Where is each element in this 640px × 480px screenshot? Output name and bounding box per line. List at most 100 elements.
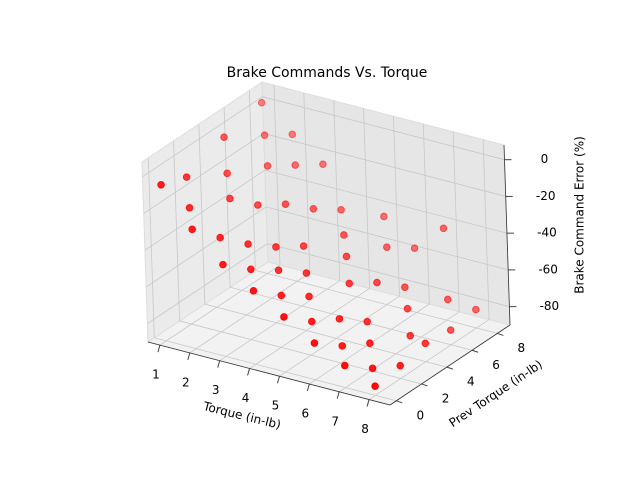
- grid-line: [144, 169, 266, 251]
- point: [383, 243, 391, 251]
- point: [371, 382, 379, 390]
- point: [226, 194, 234, 203]
- grid-line: [248, 90, 256, 271]
- grid-line: [264, 169, 508, 234]
- x-tick-label: 8: [361, 422, 369, 436]
- grid-line: [263, 133, 506, 197]
- z-tick-label: -40: [537, 226, 557, 240]
- z-tick-label: -20: [536, 189, 556, 203]
- grid-line: [333, 100, 341, 281]
- z-tick-label: -80: [540, 299, 560, 313]
- z-tick-label: 0: [541, 152, 549, 166]
- tick-mark: [306, 383, 310, 392]
- tick-mark: [276, 376, 280, 384]
- point: [254, 201, 262, 209]
- point: [345, 279, 354, 288]
- grid-line: [255, 270, 498, 334]
- point: [410, 244, 419, 252]
- y-tick-label: 0: [416, 408, 424, 422]
- point: [281, 200, 290, 208]
- point: [291, 161, 300, 169]
- point: [263, 162, 272, 170]
- point: [338, 342, 347, 350]
- point: [309, 204, 318, 213]
- grid-line: [230, 286, 473, 351]
- point: [337, 205, 345, 214]
- point: [305, 292, 313, 301]
- grid-line: [147, 243, 268, 324]
- tick-mark: [446, 366, 454, 370]
- point: [288, 130, 297, 139]
- tick-mark: [366, 399, 370, 407]
- y-tick-label: 6: [492, 358, 500, 372]
- point: [249, 286, 258, 295]
- tick-mark: [396, 400, 403, 404]
- grid-line: [159, 264, 281, 346]
- grid-line: [249, 288, 370, 369]
- point: [340, 231, 348, 239]
- grid-line: [338, 311, 460, 393]
- point: [257, 98, 266, 107]
- point: [274, 266, 283, 275]
- point: [446, 326, 455, 334]
- point: [308, 317, 316, 326]
- point: [188, 225, 196, 234]
- grid-line: [179, 320, 422, 385]
- grid-line: [303, 92, 311, 273]
- tick-mark: [217, 360, 221, 368]
- point: [396, 361, 405, 370]
- grid-line: [273, 85, 281, 266]
- tick-mark: [421, 383, 428, 387]
- point: [223, 169, 231, 178]
- grid-line: [147, 157, 155, 338]
- x-tick-label: 4: [242, 391, 250, 405]
- x-tick-label: 5: [272, 399, 280, 413]
- axis-line: [147, 341, 391, 406]
- tick-mark: [471, 349, 479, 353]
- grid-line: [189, 272, 311, 354]
- x-tick-label: 1: [152, 368, 160, 382]
- point: [439, 224, 448, 233]
- point: [310, 339, 319, 347]
- point: [443, 295, 452, 304]
- point: [363, 317, 372, 326]
- tick-mark: [497, 332, 504, 336]
- tick-mark: [336, 391, 340, 399]
- axis-line: [503, 144, 511, 326]
- x-tick-label: 7: [331, 414, 339, 428]
- grid-line: [267, 243, 510, 308]
- point: [373, 278, 381, 287]
- point: [157, 180, 165, 189]
- point: [260, 131, 269, 140]
- grid-line: [198, 124, 206, 305]
- grid-line: [452, 131, 460, 312]
- point: [277, 291, 286, 300]
- point: [403, 304, 412, 313]
- point: [401, 283, 409, 292]
- grid-line: [482, 139, 490, 320]
- grid-line: [154, 337, 397, 402]
- grid-line: [368, 319, 490, 400]
- point: [406, 331, 415, 340]
- x-tick-label: 6: [302, 407, 310, 421]
- grid-line: [262, 96, 505, 161]
- tick-mark: [247, 368, 251, 376]
- point: [182, 173, 191, 181]
- z-tick-label: -60: [538, 262, 558, 276]
- grid-line: [266, 206, 509, 271]
- point: [380, 212, 388, 221]
- y-tick-label: 4: [467, 375, 475, 389]
- grid-line: [422, 123, 430, 305]
- grid-line: [219, 280, 340, 361]
- point: [280, 313, 288, 321]
- tick-mark: [157, 344, 161, 353]
- x-tick-label: 2: [182, 375, 190, 389]
- grid-line: [143, 133, 264, 214]
- grid-line: [393, 116, 400, 297]
- point: [335, 315, 344, 323]
- grid-line: [173, 140, 180, 321]
- point: [219, 260, 227, 269]
- y-tick-label: 2: [442, 391, 450, 405]
- grid-line: [204, 303, 447, 368]
